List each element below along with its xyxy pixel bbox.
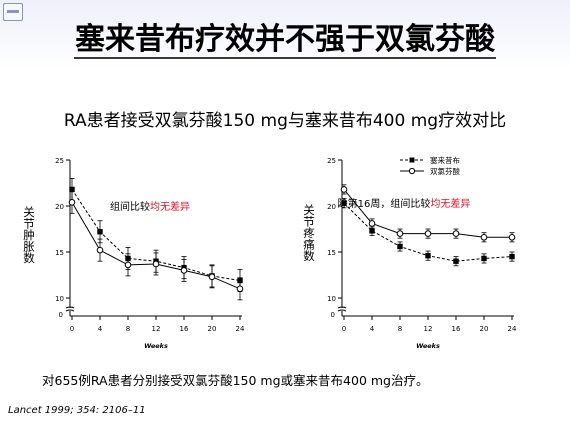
data-point [481, 255, 487, 262]
annotation-prefix: 除第16周，组间比较 [338, 197, 431, 210]
annotation-highlight: 均无差异 [150, 200, 190, 213]
legend-marker [409, 157, 415, 163]
y-tick-label: 10 [55, 295, 64, 303]
data-point [341, 200, 347, 206]
chart-svg: 10 15 20 25 00 4 8 12 16 20 24 Weeks 组间比较均无差异 [55, 157, 245, 350]
series-2 [68, 190, 244, 301]
data-point [397, 243, 403, 250]
chart-tender-joints: 关节疼痛数 10 15 20 25 0 0 4 8 12 16 20 24 Weeks 除第16周，组间比… [290, 148, 570, 363]
data-point [208, 273, 216, 281]
y-axis-label: 关节肿胀数 [22, 206, 36, 264]
x-tick-label: 0 [70, 325, 74, 333]
data-point [368, 220, 376, 227]
x-tick-label: 24 [236, 325, 245, 333]
title-underline [74, 57, 496, 59]
data-point [340, 186, 348, 193]
x-tick-label: 8 [126, 325, 130, 333]
reference: Lancet 1999; 354: 2106–11 [8, 405, 146, 416]
x-tick-label: 4 [370, 325, 375, 333]
legend-marker [408, 167, 416, 175]
x-tick-label: 16 [180, 325, 189, 333]
data-point [396, 230, 404, 237]
series-2 [340, 184, 516, 243]
chart-swollen-joints: 关节肿胀数 10 15 20 25 0 0 4 8 12 16 20 24 Weeks 组间比较均无差异 [0, 148, 290, 363]
x-tick-label: 12 [424, 325, 433, 333]
x-tick-label: 8 [398, 325, 402, 333]
slide-subtitle: RA患者接受双氯芬酸150 mg与塞来昔布400 mg疗效对比 [63, 111, 507, 131]
y-tick-label-zero: 0 [331, 311, 335, 319]
y-tick-label: 20 [55, 203, 64, 211]
annotation-prefix: 组间比较 [110, 200, 150, 213]
x-tick-label: 20 [208, 325, 217, 333]
y-axis-label: 关节疼痛数 [302, 204, 316, 262]
data-point [508, 233, 516, 241]
data-point [236, 285, 244, 293]
annotation: 除第16周，组间比较均无差异 [338, 197, 471, 210]
y-tick-label: 25 [55, 157, 64, 165]
y-tick-label: 20 [327, 203, 336, 211]
x-tick-label: 0 [342, 325, 346, 333]
data-point [369, 228, 375, 234]
data-point [124, 261, 132, 269]
data-point [97, 229, 103, 235]
x-axis-label: Weeks [144, 342, 168, 350]
y-tick-label-zero: 0 [59, 311, 63, 319]
data-point [424, 230, 432, 237]
data-point [425, 252, 431, 259]
series-1 [341, 198, 515, 267]
data-point [68, 199, 76, 206]
y-tick-label: 10 [327, 295, 336, 303]
y-tick-label: 15 [55, 249, 64, 257]
annotation-highlight: 均无差异 [430, 197, 470, 210]
data-point [69, 186, 75, 193]
x-tick-label: 24 [508, 325, 517, 333]
data-point [152, 260, 160, 268]
chart-svg: 10 15 20 25 00 4 8 12 16 20 24 Weeks 除第16周，组间比较均无差异 塞… [327, 155, 517, 350]
y-tick-label: 25 [327, 157, 336, 165]
slide-icon [3, 3, 23, 21]
x-axis-label: Weeks [416, 342, 440, 350]
x-tick-label: 20 [480, 325, 489, 333]
y-tick-label: 15 [327, 249, 336, 257]
data-point [480, 233, 488, 241]
annotation: 组间比较均无差异 [110, 200, 190, 213]
data-point [453, 258, 459, 264]
data-point [96, 246, 104, 254]
x-tick-label: 4 [98, 325, 103, 333]
x-tick-label: 12 [152, 325, 161, 333]
slide-title: 塞来昔布疗效并不强于双氯芬酸 [75, 22, 495, 57]
legend-label: 塞来昔布 [430, 155, 460, 165]
legend-label: 双氯芬酸 [430, 166, 460, 176]
axis-break-mark [337, 306, 347, 312]
footnote: 对655例RA患者分别接受双氯芬酸150 mg或塞来昔布400 mg治疗。 [42, 373, 429, 388]
axis-break-mark [65, 306, 75, 312]
x-tick-label: 16 [452, 325, 461, 333]
data-point [452, 230, 460, 237]
data-point [509, 253, 515, 260]
data-point [180, 267, 188, 274]
